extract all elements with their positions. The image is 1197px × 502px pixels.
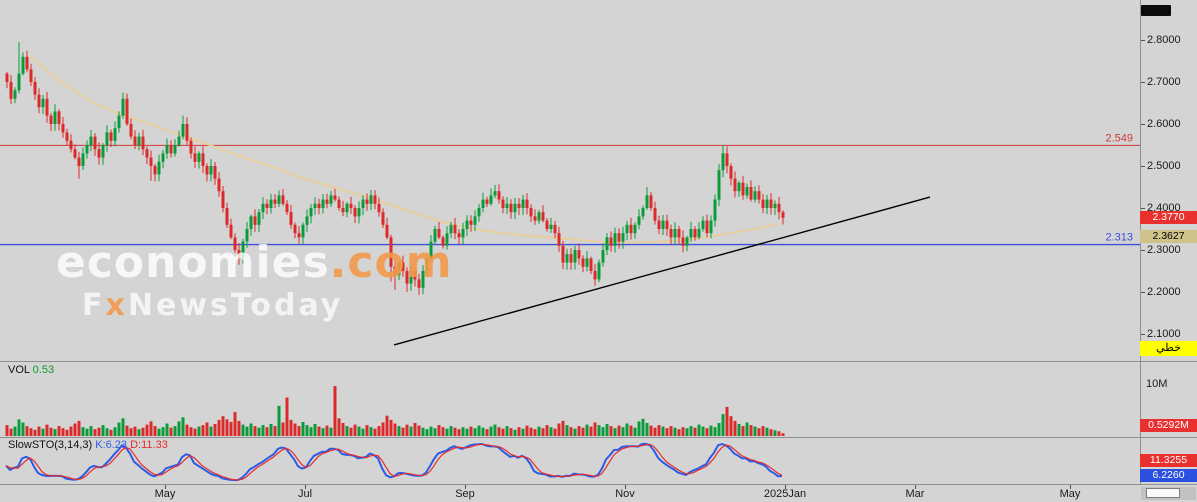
secondary-price-badge: 2.3627 bbox=[1140, 230, 1197, 243]
price-tick-label: 2.2000 bbox=[1147, 286, 1181, 298]
volume-panel-canvas[interactable] bbox=[0, 362, 1140, 437]
time-axis[interactable]: May Jul Sep Nov 2025Jan Mar May bbox=[0, 484, 1197, 502]
time-tick-mark bbox=[915, 485, 916, 489]
chart-type-badge[interactable]: خطي bbox=[1140, 341, 1197, 356]
volume-title: VOL bbox=[8, 364, 30, 376]
stochastic-title: SlowSTO(3,14,3) bbox=[8, 439, 93, 451]
price-tick-mark bbox=[1141, 250, 1145, 251]
price-tick-mark bbox=[1141, 124, 1145, 125]
price-tick-mark bbox=[1141, 292, 1145, 293]
price-tick-label: 2.7000 bbox=[1147, 76, 1181, 88]
price-chart-canvas[interactable]: 2.549 2.313 bbox=[0, 0, 1140, 362]
resistance-level-label: 2.549 bbox=[1105, 132, 1133, 144]
time-tick-mark bbox=[165, 485, 166, 489]
time-tick-label: Sep bbox=[455, 488, 475, 500]
axis-settings-button[interactable] bbox=[1141, 5, 1171, 16]
price-tick-label: 2.5000 bbox=[1147, 160, 1181, 172]
scrollbar-thumb[interactable] bbox=[1146, 488, 1180, 498]
support-level-label: 2.313 bbox=[1105, 232, 1133, 244]
stochastic-d-value: D:11.33 bbox=[130, 439, 168, 451]
stochastic-d-badge: 11.3255 bbox=[1140, 454, 1197, 467]
candles bbox=[5, 42, 785, 295]
time-tick-label: Mar bbox=[905, 488, 925, 500]
volume-value-badge: 0.5292M bbox=[1140, 419, 1197, 432]
price-tick-mark bbox=[1141, 40, 1145, 41]
stochastic-panel-label: SlowSTO(3,14,3) K:6.23 D:11.33 bbox=[8, 439, 168, 451]
price-tick-mark bbox=[1141, 82, 1145, 83]
stochastic-panel-canvas[interactable] bbox=[0, 438, 1140, 484]
volume-current-value: 0.53 bbox=[32, 364, 55, 376]
time-tick-mark bbox=[305, 485, 306, 489]
time-tick-label: Jul bbox=[297, 488, 313, 500]
time-tick-mark bbox=[465, 485, 466, 489]
time-tick-label: Nov bbox=[615, 488, 635, 500]
price-tick-mark bbox=[1141, 166, 1145, 167]
stochastic-k-value: K:6.23 bbox=[95, 439, 128, 451]
time-tick-mark bbox=[1070, 485, 1071, 489]
volume-scale-label: 10M bbox=[1146, 378, 1168, 390]
time-tick-mark bbox=[785, 485, 786, 489]
stochastic-d-line bbox=[5, 443, 783, 481]
trendline bbox=[393, 196, 931, 346]
price-tick-label: 2.6000 bbox=[1147, 118, 1181, 130]
panel-separator bbox=[0, 361, 1197, 362]
horizontal-scrollbar[interactable] bbox=[1141, 487, 1196, 500]
price-tick-label: 2.3000 bbox=[1147, 244, 1181, 256]
moving-average-line bbox=[29, 55, 779, 244]
price-tick-label: 2.1000 bbox=[1147, 328, 1181, 340]
time-tick-mark bbox=[625, 485, 626, 489]
time-tick-label: May bbox=[1059, 488, 1081, 500]
volume-panel-label: VOL 0.53 bbox=[8, 364, 54, 376]
price-tick-mark bbox=[1141, 334, 1145, 335]
stochastic-k-badge: 6.2260 bbox=[1140, 469, 1197, 482]
price-tick-mark bbox=[1141, 208, 1145, 209]
time-tick-label: May bbox=[154, 488, 176, 500]
time-tick-label: 2025Jan bbox=[763, 488, 807, 500]
panel-separator bbox=[0, 437, 1197, 438]
price-tick-label: 2.8000 bbox=[1147, 34, 1181, 46]
last-price-badge: 2.3770 bbox=[1140, 211, 1197, 224]
